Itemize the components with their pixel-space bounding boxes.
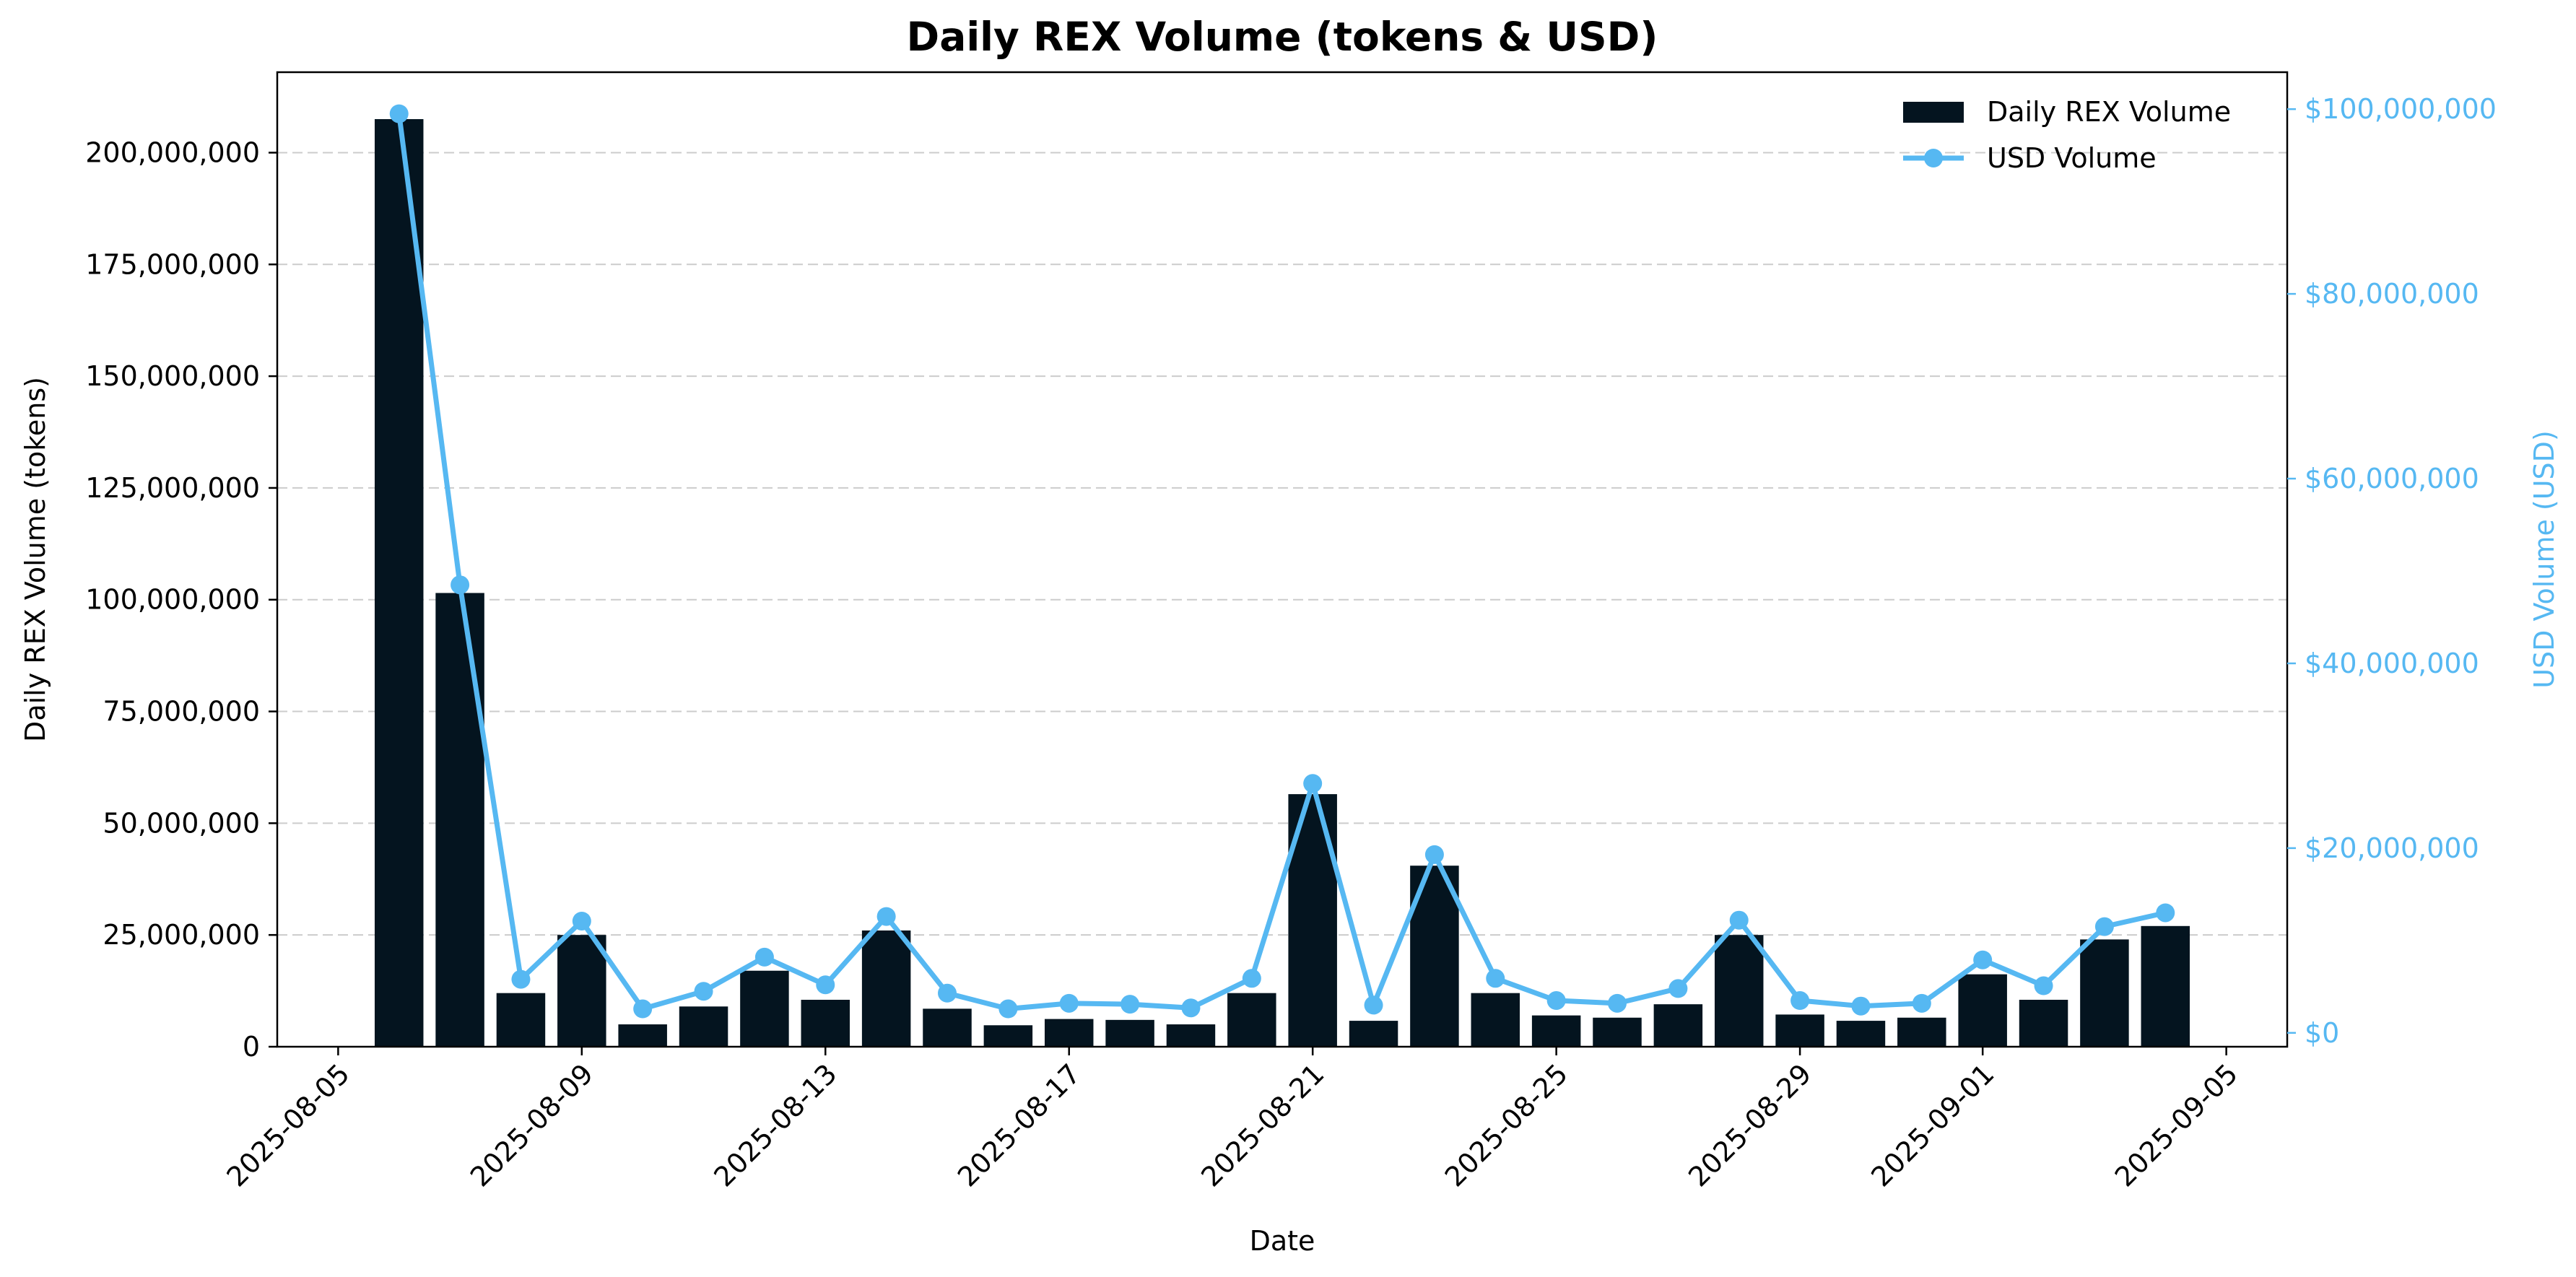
bar (1836, 1021, 1886, 1047)
left-axis-ticks: 0 25,000,000 50,000,000 75,000,000 100,000,0… (85, 136, 277, 1063)
bar (1166, 1024, 1216, 1047)
bar (1653, 1004, 1703, 1047)
y-tick-label: 50,000,000 (103, 807, 260, 839)
line-point (1729, 910, 1749, 930)
bar (1775, 1014, 1824, 1047)
line-point (1668, 979, 1688, 998)
bar (435, 593, 484, 1047)
bar (2080, 939, 2129, 1047)
y-tick-label: 25,000,000 (103, 919, 260, 951)
line-point (816, 975, 835, 995)
bar (923, 1008, 972, 1047)
grid-lines (277, 152, 2287, 936)
line-point (1059, 993, 1079, 1013)
y2-tick-label: $60,000,000 (2305, 463, 2479, 494)
line-point (938, 983, 957, 1003)
plot-frame (276, 71, 2289, 1048)
legend-label-bars: Daily REX Volume (1987, 96, 2231, 128)
y2-tick-label: $80,000,000 (2305, 278, 2479, 310)
line-point (1181, 998, 1201, 1018)
y-axis-label: Daily REX Volume (tokens) (19, 377, 51, 742)
legend-line-marker (1924, 149, 1943, 167)
y-tick-label: 125,000,000 (85, 472, 260, 504)
bar (1471, 993, 1520, 1047)
usd-volume-line (396, 113, 2167, 1011)
right-axis-ticks: $0 $20,000,000 $40,000,000 $60,000,000 $80,0… (2287, 93, 2497, 1049)
x-axis-label: Date (1250, 1225, 1315, 1257)
bar (496, 993, 546, 1047)
bar (801, 999, 850, 1047)
bar (1531, 1015, 1581, 1047)
line-point (572, 911, 591, 930)
bar (983, 1025, 1033, 1047)
line-point (754, 947, 774, 967)
y-tick-label: 175,000,000 (85, 248, 260, 280)
y-tick-label: 0 (243, 1031, 260, 1063)
line-point (998, 999, 1018, 1019)
bar (1227, 993, 1276, 1047)
bar (618, 1024, 667, 1047)
bar (1897, 1017, 1946, 1047)
legend-bar-swatch (1903, 102, 1964, 123)
bar (1958, 974, 2007, 1047)
y-tick-label: 200,000,000 (85, 136, 260, 168)
legend-label-line: USD Volume (1987, 142, 2157, 174)
y2-axis-label: USD Volume (USD) (2528, 430, 2560, 689)
line-point (1364, 995, 1383, 1015)
line-point (2094, 917, 2114, 936)
y2-tick-label: $40,000,000 (2305, 648, 2479, 679)
line-point (694, 982, 713, 1001)
bar (861, 930, 911, 1047)
line-point (1912, 993, 1931, 1013)
line-series (389, 104, 2175, 1019)
y2-tick-label: $0 (2305, 1017, 2339, 1049)
bar-series (374, 119, 2190, 1047)
bar (1044, 1019, 1094, 1047)
bar (1593, 1017, 1642, 1047)
line-point (876, 907, 896, 926)
y2-tick-label: $20,000,000 (2305, 832, 2479, 864)
line-point (511, 969, 531, 989)
y2-tick-label: $100,000,000 (2305, 93, 2497, 125)
y-tick-label: 75,000,000 (103, 696, 260, 728)
bar (2019, 999, 2068, 1047)
line-point (2034, 976, 2053, 995)
bar (2141, 925, 2190, 1047)
line-point (2156, 903, 2175, 923)
y-tick-label: 100,000,000 (85, 584, 260, 616)
legend: Daily REX Volume USD Volume (1903, 96, 2231, 174)
bar (374, 119, 424, 1047)
line-point (1121, 995, 1140, 1014)
line-point (633, 999, 653, 1019)
line-point (1303, 774, 1323, 793)
bar (557, 935, 606, 1047)
line-point (1424, 845, 1444, 864)
chart-title: Daily REX Volume (tokens & USD) (907, 14, 1658, 60)
line-point (1546, 991, 1566, 1011)
bar (740, 970, 789, 1047)
line-point (1242, 969, 1261, 988)
line-point (389, 104, 409, 123)
y-tick-label: 150,000,000 (85, 360, 260, 392)
line-point (1973, 950, 1993, 969)
bar (1714, 935, 1764, 1047)
line-point (1790, 991, 1810, 1011)
bar (1105, 1019, 1154, 1047)
line-point (1608, 993, 1627, 1013)
bar (1349, 1021, 1398, 1047)
line-point (451, 575, 470, 595)
line-point (1486, 969, 1505, 988)
line-point (1851, 996, 1871, 1016)
bar (679, 1006, 728, 1047)
